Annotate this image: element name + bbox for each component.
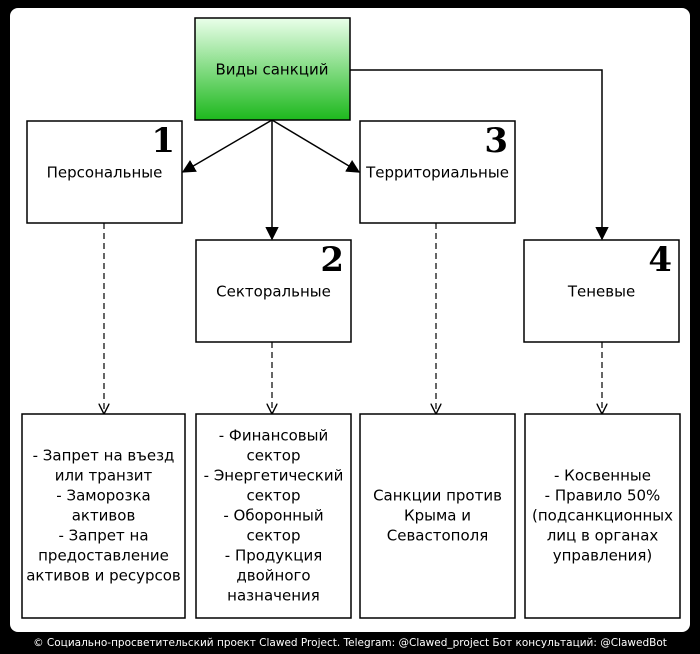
category-number: 3 (484, 121, 508, 161)
details-line: - Запрет на (58, 527, 148, 545)
details-line: - Правило 50% (545, 487, 661, 505)
category-number: 2 (320, 240, 344, 280)
category-number: 1 (151, 121, 175, 161)
details-line: - Энергетический (204, 467, 344, 485)
details-box (524, 413, 681, 619)
details-line: предоставление (38, 547, 169, 565)
root-label: Виды санкций (215, 61, 328, 79)
details-line: - Оборонный (223, 507, 323, 525)
details-box (21, 413, 186, 619)
category-box (26, 120, 183, 224)
category-box (523, 239, 680, 343)
connectors (104, 69, 609, 413)
category-label: Секторальные (216, 283, 331, 301)
footer: © Социально-просветительский проект Claw… (33, 637, 667, 649)
details-line: Севастополя (387, 527, 489, 545)
details-line: активов (72, 507, 136, 525)
details-line: сектор (247, 447, 301, 465)
category-box (195, 239, 352, 343)
details-line: - Запрет на въезд (33, 447, 175, 465)
details-line: сектор (247, 487, 301, 505)
details-line: - Финансовый (219, 427, 329, 445)
details-box (359, 413, 516, 619)
details-line: (подсанкционных (532, 507, 673, 525)
details-line: - Косвенные (554, 467, 651, 485)
details-line: лиц в органах (547, 527, 659, 545)
details-line: назначения (227, 587, 320, 605)
details-line: - Продукция (225, 547, 322, 565)
details-line: управления) (553, 547, 653, 565)
category-box (359, 120, 516, 224)
category-label: Теневые (567, 283, 635, 301)
details-line: сектор (247, 527, 301, 545)
category-number: 4 (648, 240, 672, 280)
details-line: или транзит (55, 467, 153, 485)
category-label: Территориальные (365, 164, 509, 182)
details-line: активов и ресурсов (26, 567, 181, 585)
category-label: Персональные (47, 164, 163, 182)
details-line: Санкции против (373, 487, 502, 505)
details-line: Крыма и (404, 507, 471, 525)
details-line: - Заморозка (56, 487, 150, 505)
details-line: двойного (236, 567, 310, 585)
root-box (194, 17, 351, 121)
details-box (195, 413, 352, 619)
